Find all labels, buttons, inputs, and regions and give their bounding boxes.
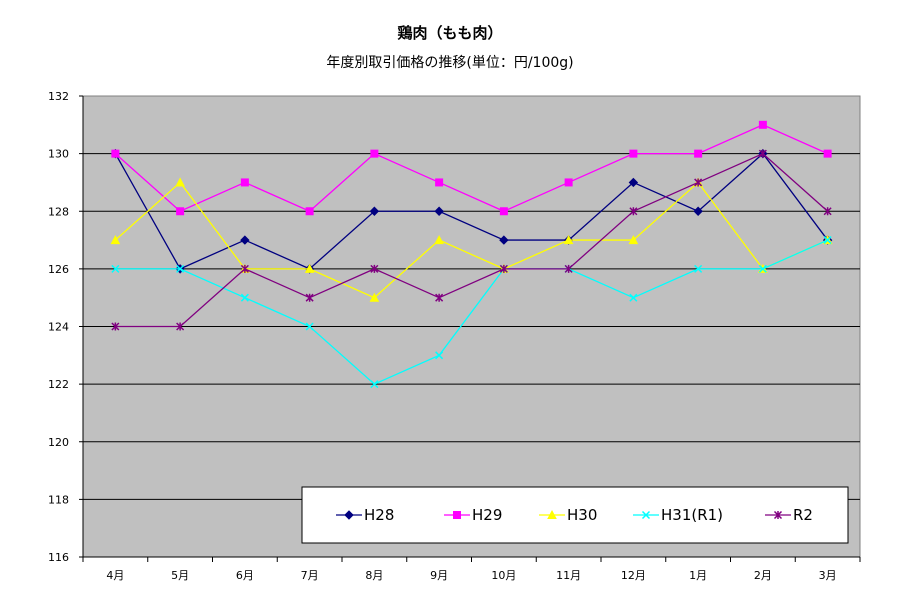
series-line <box>114 152 829 270</box>
data-point <box>823 149 832 158</box>
x-tick-label: 6月 <box>236 569 254 582</box>
series-lines <box>110 120 833 389</box>
series-line <box>114 124 828 213</box>
x-tick-label: 3月 <box>819 569 837 582</box>
data-point <box>629 293 638 302</box>
legend-swatch-marker <box>641 510 651 520</box>
y-tick-label: 118 <box>48 493 69 506</box>
data-point <box>240 178 249 187</box>
data-point <box>111 264 120 273</box>
x-tick-label: 9月 <box>430 569 448 582</box>
data-point <box>694 178 703 187</box>
data-point <box>823 207 832 216</box>
x-tick-label: 10月 <box>491 569 516 582</box>
data-point <box>304 263 315 273</box>
legend-item: H28 <box>336 506 394 524</box>
legend-item: R2 <box>765 506 813 524</box>
y-tick-label: 116 <box>48 551 69 564</box>
x-tick-label: 2月 <box>754 569 772 582</box>
x-tick-label: 8月 <box>365 569 383 582</box>
chart-subtitle: 年度別取引価格の推移(単位：円/100g) <box>326 55 574 71</box>
legend-label: H31(R1) <box>661 506 723 524</box>
legend-swatch-marker <box>453 511 461 519</box>
data-point <box>435 178 444 187</box>
axes: 116 118 120 122 124 126 128 130 132 4月 5月 6月 7月 8月 9月 1… <box>48 90 861 582</box>
data-point <box>629 207 638 216</box>
data-point <box>370 149 379 158</box>
data-point <box>111 149 120 158</box>
data-point <box>305 293 314 302</box>
data-point <box>176 322 185 331</box>
legend-label: R2 <box>793 506 813 524</box>
data-point <box>564 178 573 187</box>
data-point <box>369 206 380 216</box>
legend-item: H29 <box>444 506 502 524</box>
data-point <box>629 149 638 158</box>
chart-title: 鶏肉（もも肉） <box>397 24 503 42</box>
data-point <box>628 235 639 245</box>
data-point <box>563 235 574 245</box>
data-point <box>435 351 444 360</box>
data-point <box>434 235 444 245</box>
data-point <box>240 235 250 245</box>
legend-item: H31(R1) <box>633 506 723 524</box>
data-point <box>305 322 314 331</box>
data-point <box>694 149 703 158</box>
data-point <box>370 380 379 389</box>
data-point <box>564 264 573 273</box>
data-point <box>240 293 249 302</box>
y-tick-label: 132 <box>48 90 69 103</box>
data-point <box>176 264 185 273</box>
series-line <box>115 152 829 328</box>
data-point <box>499 264 508 273</box>
legend-swatch-marker <box>547 509 557 519</box>
data-point <box>434 206 444 216</box>
legend-swatch-marker <box>773 510 783 520</box>
data-point <box>305 207 314 216</box>
data-point <box>758 120 767 129</box>
legend-box <box>301 486 849 544</box>
data-point <box>758 149 767 158</box>
y-tick-label: 128 <box>48 205 69 218</box>
data-point <box>628 177 639 188</box>
legend: H28 H29 H30 H31(R1) R2 <box>301 486 849 544</box>
data-point <box>823 236 832 245</box>
data-point <box>435 293 444 302</box>
data-point <box>499 207 508 216</box>
legend-label: H29 <box>472 506 502 524</box>
data-point <box>370 264 379 273</box>
data-point <box>176 207 185 216</box>
data-point <box>369 292 380 302</box>
x-tick-label: 1月 <box>689 569 707 582</box>
data-point <box>240 264 249 273</box>
y-tick-label: 130 <box>48 148 69 161</box>
data-point <box>175 177 185 187</box>
series-R2 <box>111 149 832 331</box>
x-tick-label: 7月 <box>301 569 319 582</box>
data-point <box>758 264 767 273</box>
data-point <box>694 264 703 273</box>
data-point <box>110 235 121 245</box>
y-tick-label: 120 <box>48 436 69 449</box>
x-tick-label: 11月 <box>556 569 581 582</box>
series-line <box>115 239 828 385</box>
x-tick-label: 5月 <box>171 569 189 582</box>
data-point <box>499 235 509 245</box>
legend-label: H30 <box>567 506 597 524</box>
legend-swatch-marker <box>344 510 354 520</box>
data-point <box>693 206 703 216</box>
y-tick-label: 124 <box>48 321 69 334</box>
series-line <box>114 181 828 299</box>
series-H29 <box>111 120 832 216</box>
x-tick-label: 12月 <box>621 569 646 582</box>
y-tick-label: 122 <box>48 378 69 391</box>
data-point <box>111 322 120 331</box>
y-tick-label: 126 <box>48 263 69 276</box>
legend-label: H28 <box>364 506 394 524</box>
x-tick-label: 4月 <box>106 569 124 582</box>
legend-item: H30 <box>539 506 597 524</box>
